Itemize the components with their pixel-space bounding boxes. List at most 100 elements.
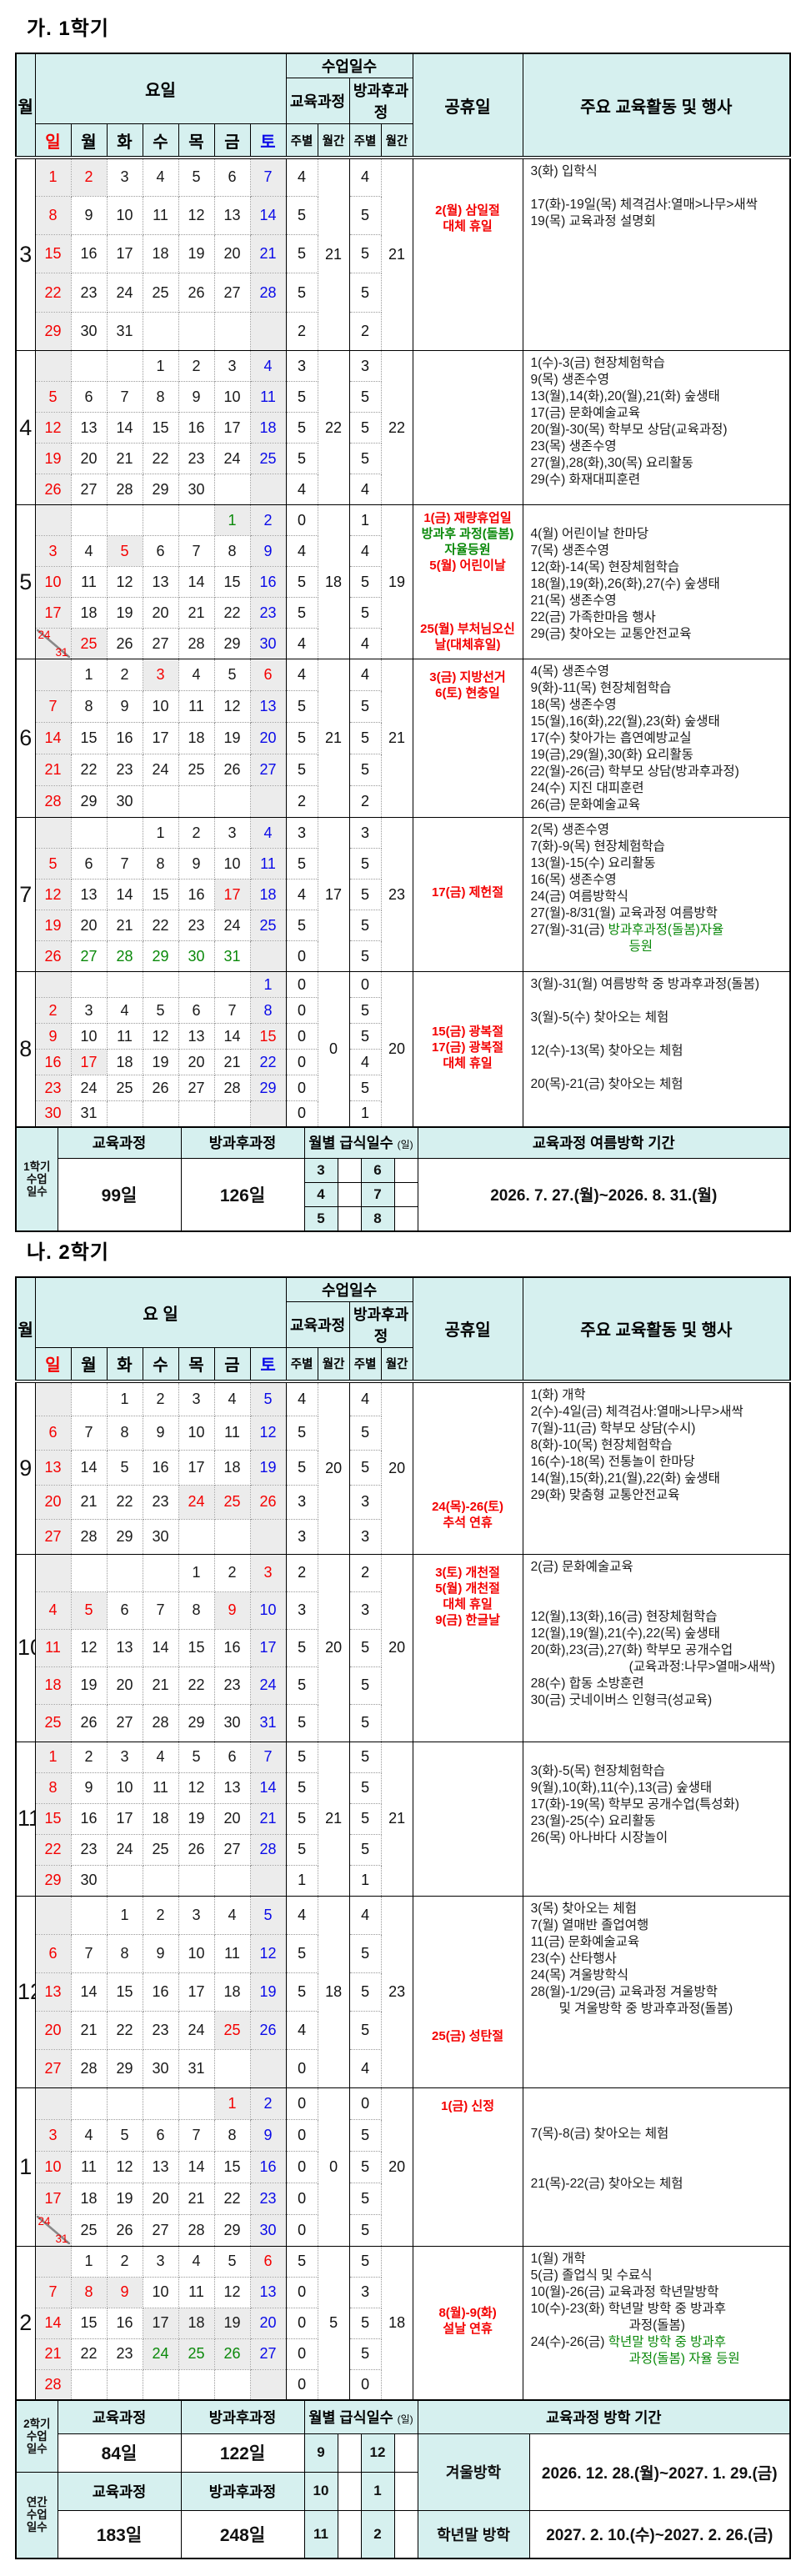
curriculum-weekly-count: 3 <box>286 1591 318 1630</box>
day-cell: 17 <box>143 2308 179 2339</box>
week-row: 13 14 15 16 17 18 19 5 5 <box>16 1972 790 2012</box>
day-cell: 11 <box>143 196 179 236</box>
afterschool-weekly-count: 5 <box>349 1450 382 1486</box>
events-text: 4(목) 생존수영 9(화)-11(목) 현장체험학습 18(목) 생존수영 15(월… <box>531 664 788 814</box>
day-cell: 7 <box>143 1591 179 1630</box>
day-cell: 9 <box>178 381 215 413</box>
month-label: 4 <box>16 350 36 505</box>
day-cell: 28 <box>214 1075 251 1101</box>
event-line: 4(목) 생존수영 <box>530 664 610 679</box>
day-cell: 31 <box>250 1704 287 1742</box>
curriculum-weekly-count: 5 <box>286 597 318 629</box>
day-cell: 30 <box>178 474 215 505</box>
event-line: 12(화)-14(목) 현장체험학습 <box>530 560 680 574</box>
afterschool-weekly-count: 5 <box>349 273 382 313</box>
curriculum-weekly-count: 0 <box>286 2277 318 2308</box>
day-cell: 2 <box>71 158 108 197</box>
day-cell: 28 <box>35 785 72 818</box>
day-cell: 18 <box>107 1049 143 1075</box>
day-cell: 3 <box>71 997 108 1024</box>
afterschool-weekly-count: 5 <box>349 879 382 910</box>
day-cell: 17 <box>214 879 251 910</box>
day-cell <box>214 312 251 352</box>
day-cell: 12 <box>107 566 143 598</box>
day-cell: 13 <box>107 1629 143 1667</box>
day-name-header: 화 <box>106 1346 143 1381</box>
week-row: 17 18 19 20 21 22 23 5 5 <box>16 597 790 629</box>
afterschool-weekly-count: 5 <box>349 910 382 941</box>
event-line: 7(월)-11(금) 학부모 상담(수시) <box>530 1421 696 1436</box>
week-row: 26 27 28 29 30 31 0 5 <box>16 940 790 972</box>
month-4: 4 1 2 3 4 3 22 3 22 1(수)-3(금) 현장체험학습 9(목) 생존수영 13(월… <box>16 350 790 505</box>
day-cell: 13 <box>71 879 108 910</box>
event-line: 3(월)-31(월) 여름방학 중 방과후과정(돌봄) <box>530 977 760 991</box>
day-cell: 13 <box>71 412 108 444</box>
week-row: 14 15 16 17 18 19 20 5 5 <box>16 722 790 754</box>
afterschool-weekly-count: 5 <box>349 1666 382 1705</box>
event-line: 28(수) 합동 소방훈련 <box>530 1676 644 1691</box>
month-label: 3 <box>16 158 36 351</box>
day-cell: 5 <box>107 2119 143 2152</box>
day-cell: 21 <box>178 2183 215 2215</box>
afterschool-total-days: 122일 <box>180 2433 305 2473</box>
day-cell: 1 <box>35 1742 72 1773</box>
day-cell: 26 <box>107 2214 143 2247</box>
event-line: 7(화)-9(목) 현장체험학습 <box>530 839 665 854</box>
afterschool-weekly-count: 3 <box>349 1485 382 1520</box>
afterschool-monthly-count: 18 <box>381 2246 413 2400</box>
events-text: 1(월) 개학 5(금) 졸업식 및 수료식 10(월)-26(금) 교육과정 학년… <box>531 2251 788 2368</box>
event-line: 7(목)-8(금) 찾아오는 체험 <box>530 2126 669 2141</box>
day-cell: 12 <box>35 879 72 910</box>
holiday-line: 17(금) 광복절 <box>431 1040 504 1055</box>
holiday-cell: 3(금) 지방선거 6(토) 현충일 <box>413 659 523 818</box>
day-cell: 13 <box>143 566 179 598</box>
holiday-line: 15(금) 광복절 <box>431 1024 504 1039</box>
week-row: 10 11 12 13 14 15 16 0 5 <box>16 2151 790 2183</box>
holiday-text <box>415 353 521 499</box>
curriculum-header: 교육과정 <box>57 2471 182 2511</box>
day-cell: 7 <box>107 381 143 413</box>
day-cell: 16 <box>178 412 215 444</box>
event-line: 11(금) 문화예술교육 <box>530 1934 640 1949</box>
day-cell <box>143 1554 179 1592</box>
afterschool-weekly-count: 5 <box>349 1075 382 1101</box>
week-row: 4 1 2 3 4 3 22 3 22 1(수)-3(금) 현장체험학습 9(목) 생존수영 13(월… <box>16 350 790 505</box>
afterschool-weekly-count: 5 <box>349 1803 382 1835</box>
day-cell: 2 <box>250 504 287 536</box>
day-cell: 3 <box>107 158 143 197</box>
day-cell: 11 <box>35 1629 72 1667</box>
curriculum-weekly-count: 3 <box>286 817 318 849</box>
day-cell <box>71 504 108 536</box>
curriculum-monthly-count: 5 <box>318 2246 350 2400</box>
day-name-header: 수 <box>142 1346 179 1381</box>
col-weekday-header: 요 일 <box>34 1276 287 1348</box>
day-cell <box>178 504 215 536</box>
semester1-title: 가. 1학기 <box>27 18 109 40</box>
day-cell: 20 <box>178 1049 215 1075</box>
day-cell: 9 <box>143 1416 179 1451</box>
day-cell <box>35 971 72 998</box>
winter-vacation-period: 2026. 12. 28.(월)~2027. 1. 29.(금) <box>528 2433 791 2511</box>
day-cell: 2 <box>107 2246 143 2278</box>
meal-month: 12 <box>360 2433 395 2473</box>
curriculum-weekly-count: 5 <box>286 848 318 880</box>
afterschool-weekly-count: 2 <box>349 785 382 818</box>
day-cell: 19 <box>214 722 251 754</box>
holiday-line: 2(월) 삼일절 <box>435 203 500 218</box>
day-name-header: 일 <box>34 1346 72 1381</box>
day-cell: 20 <box>214 1803 251 1835</box>
day-cell: 15 <box>214 566 251 598</box>
event-line: 12(수)-13(목) 찾아오는 체험 <box>530 1044 683 1058</box>
count-type-header: 월간 <box>380 123 413 158</box>
event-line: 30(금) 굿네이버스 인형극(성교육) <box>530 1692 713 1707</box>
day-cell: 1 <box>35 158 72 197</box>
day-cell: 27 <box>250 2338 287 2370</box>
day-cell: 3 <box>35 535 72 567</box>
afterschool-weekly-count: 2 <box>349 312 382 352</box>
event-text-green: 등원 <box>628 940 653 954</box>
meal-count <box>337 2509 362 2559</box>
day-cell: 14 <box>214 1023 251 1050</box>
day-cell: 2 <box>178 817 215 849</box>
day-cell: 5 <box>35 381 72 413</box>
